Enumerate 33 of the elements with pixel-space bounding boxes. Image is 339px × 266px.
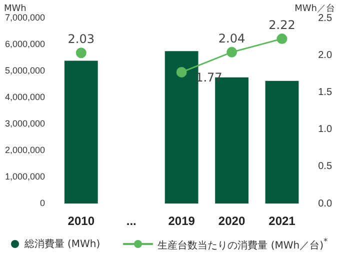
legend-label: 総消費量 (MWh) <box>24 238 100 252</box>
y2-tick-label: 0.0 <box>318 198 332 210</box>
data-label: 2.03 <box>68 32 95 46</box>
bar <box>164 51 198 204</box>
y-axis-title: MWh <box>4 4 26 14</box>
y2-tick-label: 0.5 <box>318 161 332 172</box>
x-tick-label: ... <box>126 214 136 228</box>
y2-axis-title: MWh／台 <box>294 2 335 14</box>
bar <box>265 80 299 204</box>
y2-tick-label: 1.5 <box>318 86 332 98</box>
y2-tick-label: 1.0 <box>318 124 332 136</box>
y-tick-label: 7,000,000 <box>4 12 46 22</box>
y-tick-label: 5,000,000 <box>4 66 46 76</box>
y-tick-label: 4,000,000 <box>4 92 46 102</box>
point <box>226 46 238 58</box>
x-tick-label: 2010 <box>68 214 95 228</box>
data-label: 2.22 <box>268 18 296 32</box>
x-tick-label: 2021 <box>268 214 296 228</box>
x-tick-label: 2019 <box>168 214 196 228</box>
y-tick-label: 3,000,000 <box>4 118 46 129</box>
point <box>276 34 288 44</box>
y-tick-label: 6,000,000 <box>4 39 46 49</box>
y2-tick-label: 2.5 <box>318 12 332 24</box>
bar <box>64 60 98 204</box>
y-tick-label: 2,000,000 <box>4 145 46 156</box>
y-tick-label: 0 <box>40 198 46 208</box>
point <box>76 48 86 58</box>
point <box>176 66 187 78</box>
legend-label: 生産台数当たりの消費量 (MWh／台)$^{*}$ <box>158 236 328 252</box>
data-label: 2.04 <box>218 31 246 46</box>
y2-tick-label: 2.0 <box>318 50 332 61</box>
y-tick-label: 1,000,000 <box>4 172 46 182</box>
x-tick-label: 2020 <box>218 214 246 228</box>
